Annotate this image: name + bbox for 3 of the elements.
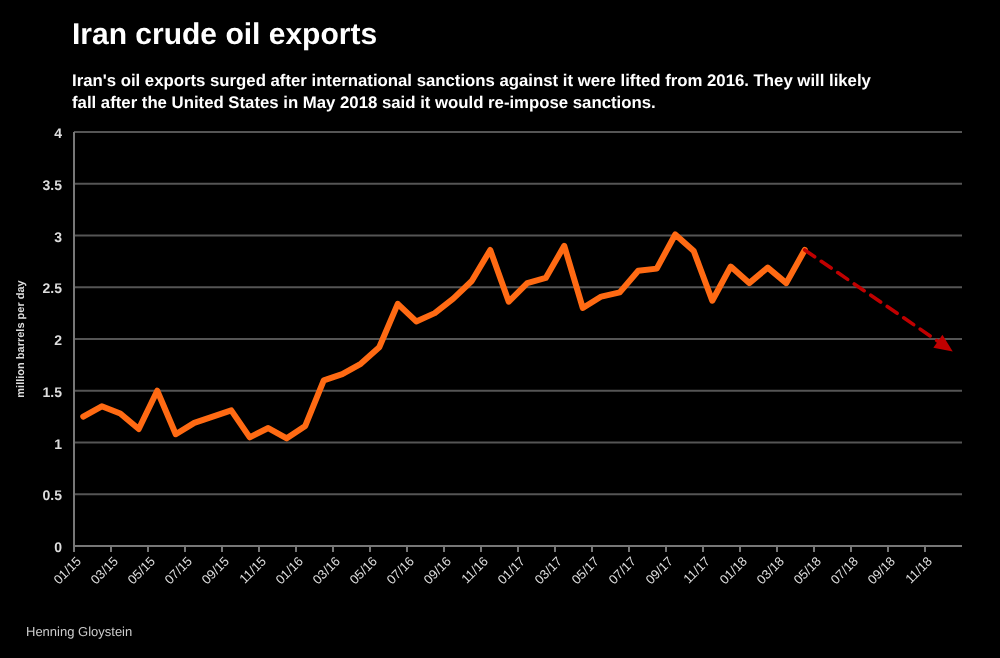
chart-title: Iran crude oil exports xyxy=(72,18,378,52)
line-series xyxy=(80,231,808,442)
chart-subtitle: Iran's oil exports surged after international sanctions against it were lifted from 2016. They will likely fall after the United States in May 2018 said it would re-impose sanctions. xyxy=(72,70,872,112)
